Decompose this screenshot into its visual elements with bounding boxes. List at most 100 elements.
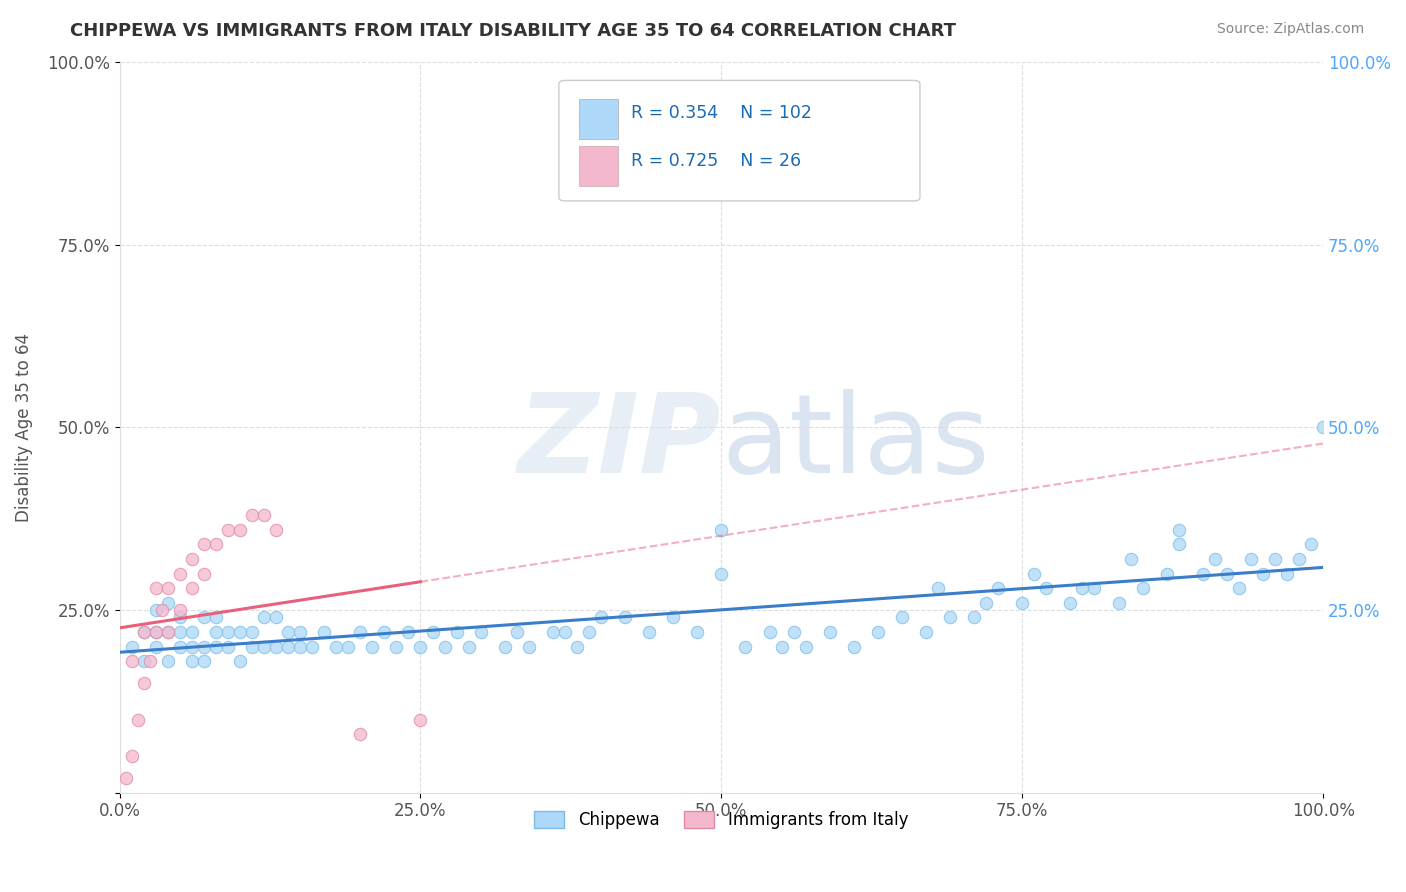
Point: [782, 624, 804, 639]
Point: [205, 640, 228, 654]
Point: [915, 624, 938, 639]
Point: [1035, 581, 1057, 595]
Point: [114, 771, 136, 785]
Point: [180, 654, 202, 668]
Point: [517, 640, 540, 654]
Text: R = 0.725    N = 26: R = 0.725 N = 26: [631, 152, 801, 169]
Point: [193, 610, 215, 624]
Point: [1156, 566, 1178, 581]
Point: [193, 654, 215, 668]
Point: [589, 610, 612, 624]
Point: [314, 624, 336, 639]
Point: [1108, 596, 1130, 610]
Point: [240, 508, 263, 522]
Point: [398, 624, 420, 639]
Point: [145, 640, 167, 654]
Point: [180, 552, 202, 566]
Point: [1083, 581, 1105, 595]
Point: [121, 654, 143, 668]
Point: [277, 640, 299, 654]
Point: [127, 713, 149, 727]
Text: atlas: atlas: [721, 389, 990, 496]
Point: [794, 640, 817, 654]
Point: [963, 610, 986, 624]
Point: [1119, 552, 1142, 566]
Point: [121, 640, 143, 654]
Point: [121, 749, 143, 764]
Point: [288, 640, 311, 654]
Point: [506, 624, 529, 639]
Point: [1264, 552, 1286, 566]
Point: [205, 610, 228, 624]
Point: [554, 624, 576, 639]
Point: [156, 624, 179, 639]
Point: [541, 624, 564, 639]
FancyBboxPatch shape: [579, 146, 617, 186]
Point: [1132, 581, 1154, 595]
Point: [1191, 566, 1213, 581]
Point: [385, 640, 408, 654]
Point: [156, 581, 179, 595]
Point: [939, 610, 962, 624]
Legend: Chippewa, Immigrants from Italy: Chippewa, Immigrants from Italy: [527, 804, 915, 836]
Point: [349, 624, 371, 639]
Point: [325, 640, 347, 654]
FancyBboxPatch shape: [560, 80, 920, 201]
Point: [974, 596, 997, 610]
Point: [169, 640, 191, 654]
Point: [240, 640, 263, 654]
Point: [150, 603, 173, 617]
Point: [169, 566, 191, 581]
Text: ZIP: ZIP: [517, 389, 721, 496]
Point: [253, 640, 276, 654]
Point: [662, 610, 685, 624]
Point: [301, 640, 323, 654]
Point: [1167, 523, 1189, 537]
Point: [288, 624, 311, 639]
Point: [710, 523, 733, 537]
Point: [145, 581, 167, 595]
Point: [1251, 566, 1274, 581]
Point: [373, 624, 395, 639]
Point: [193, 640, 215, 654]
Point: [866, 624, 889, 639]
Point: [132, 624, 155, 639]
Point: [138, 654, 160, 668]
Text: R = 0.354    N = 102: R = 0.354 N = 102: [631, 104, 813, 122]
Point: [409, 713, 432, 727]
Point: [169, 624, 191, 639]
Point: [180, 581, 202, 595]
Point: [987, 581, 1010, 595]
Point: [494, 640, 516, 654]
Text: Source: ZipAtlas.com: Source: ZipAtlas.com: [1216, 22, 1364, 37]
Point: [349, 727, 371, 741]
Point: [217, 640, 239, 654]
Text: CHIPPEWA VS IMMIGRANTS FROM ITALY DISABILITY AGE 35 TO 64 CORRELATION CHART: CHIPPEWA VS IMMIGRANTS FROM ITALY DISABI…: [70, 22, 956, 40]
Point: [145, 624, 167, 639]
FancyBboxPatch shape: [579, 99, 617, 139]
Point: [240, 624, 263, 639]
Point: [422, 624, 444, 639]
Point: [446, 624, 468, 639]
Point: [1227, 581, 1250, 595]
Point: [927, 581, 949, 595]
Point: [169, 610, 191, 624]
Point: [132, 624, 155, 639]
Point: [264, 523, 287, 537]
Point: [842, 640, 865, 654]
Point: [253, 508, 276, 522]
Point: [433, 640, 456, 654]
Point: [180, 640, 202, 654]
Point: [1167, 537, 1189, 551]
Point: [264, 610, 287, 624]
Point: [229, 523, 252, 537]
Point: [193, 566, 215, 581]
Point: [156, 654, 179, 668]
Point: [132, 654, 155, 668]
Point: [770, 640, 793, 654]
Point: [264, 640, 287, 654]
Point: [217, 624, 239, 639]
Point: [156, 624, 179, 639]
Point: [1059, 596, 1081, 610]
Point: [758, 624, 780, 639]
